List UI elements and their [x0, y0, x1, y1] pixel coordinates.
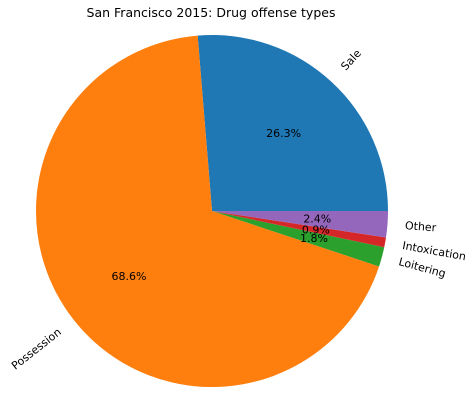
pie-slices: [35, 35, 388, 388]
pct-label-other: 2.4%: [303, 212, 331, 225]
pct-label-intoxication: 0.9%: [302, 223, 330, 236]
category-label-sale: Sale: [338, 47, 364, 73]
pct-label-loitering: 1.8%: [300, 232, 328, 245]
chart-title: San Francisco 2015: Drug offense types: [87, 5, 336, 20]
pct-label-possession: 68.6%: [111, 270, 146, 283]
pie-slice-other: [212, 211, 388, 238]
pie-slice-possession: [35, 35, 380, 388]
pie-slice-sale: [197, 35, 388, 212]
category-label-other: Other: [405, 219, 438, 234]
pie-slice-intoxication: [212, 211, 386, 248]
pct-label-sale: 26.3%: [266, 127, 301, 140]
pie-slice-loitering: [212, 211, 385, 267]
category-label-loitering: Loitering: [397, 255, 447, 280]
category-label-possession: Possession: [9, 325, 64, 372]
percentage-labels: 26.3% 68.6% 1.8%0.9%2.4%: [111, 127, 331, 283]
